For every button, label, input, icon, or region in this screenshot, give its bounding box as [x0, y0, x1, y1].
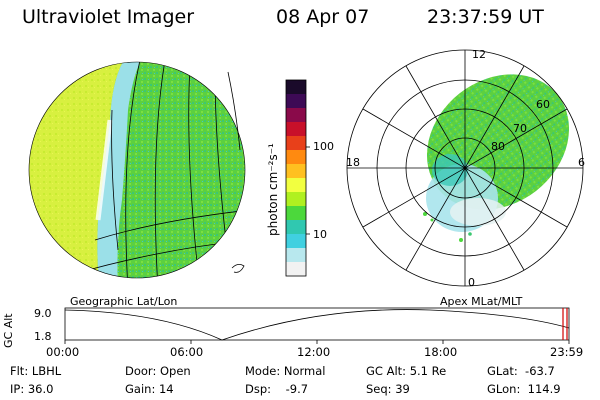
timeline-y-tick-min: 1.8 [34, 330, 52, 343]
colorbar-tick-10: 10 [313, 228, 327, 241]
colorbar-band [286, 150, 306, 165]
mlt-label-18: 18 [346, 156, 360, 169]
filter-readout: Flt: LBHL [10, 364, 62, 378]
timeline-y-label: GC Alt [2, 313, 15, 348]
geographic-label: Geographic Lat/Lon [70, 295, 178, 308]
timeline-y-tick-max: 9.0 [34, 307, 52, 320]
colorbar-band [286, 164, 306, 179]
timeline-x-tick-2359: 23:59 [550, 345, 584, 359]
colorbar-band [286, 234, 306, 249]
colorbar-band [286, 80, 306, 95]
dsp-readout: Dsp: -9.7 [245, 382, 309, 396]
timeline-x-tick-0600: 06:00 [170, 345, 204, 359]
mode-readout: Mode: Normal [245, 364, 326, 378]
colorbar-band [286, 206, 306, 221]
mlt-label-0: 0 [468, 276, 475, 289]
timeline-x-tick-1800: 18:00 [424, 345, 458, 359]
colorbar-band [286, 192, 306, 207]
seq-readout: Seq: 39 [366, 382, 410, 396]
timeline-x-tick-0000: 00:00 [46, 345, 80, 359]
mlt-label-12: 12 [472, 48, 486, 61]
colorbar-band [286, 122, 306, 137]
glat-readout: GLat: -63.7 [487, 364, 555, 378]
ip-readout: IP: 36.0 [10, 382, 54, 396]
colorbar-band [286, 136, 306, 151]
mlat-label-70: 70 [513, 122, 527, 135]
time-label: 23:37:59 UT [427, 6, 544, 28]
colorbar-band [286, 220, 306, 235]
colorbar-band [286, 108, 306, 123]
colorbar-band [286, 94, 306, 109]
mlt-label-6: 6 [578, 156, 585, 169]
colorbar-band [286, 262, 306, 277]
glon-readout: GLon: 114.9 [487, 382, 561, 396]
apex-label: Apex MLat/MLT [440, 295, 523, 308]
timeline-x-tick-1200: 12:00 [297, 345, 331, 359]
mlat-label-60: 60 [536, 98, 550, 111]
colorbar-band [286, 178, 306, 193]
gain-readout: Gain: 14 [125, 382, 174, 396]
mlat-label-80: 80 [491, 140, 505, 153]
date-label: 08 Apr 07 [276, 6, 370, 28]
instrument-title: Ultraviolet Imager [22, 6, 195, 28]
gc-alt-readout: GC Alt: 5.1 Re [366, 364, 447, 378]
colorbar-tick-100: 100 [313, 140, 334, 153]
door-readout: Door: Open [125, 364, 191, 378]
colorbar-band [286, 248, 306, 263]
